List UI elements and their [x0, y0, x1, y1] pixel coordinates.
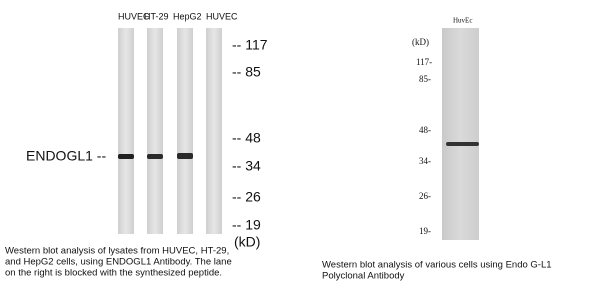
marker-label: 48-	[419, 125, 431, 135]
marker-label: -- 26	[232, 189, 261, 205]
lane-label: HepG2	[173, 11, 202, 21]
protein-label: ENDOGL1 --	[26, 148, 106, 164]
marker-label: 85-	[419, 74, 431, 84]
caption: Western blot analysis of various cells u…	[322, 260, 552, 271]
marker-label: 19-	[419, 226, 431, 236]
marker-label: -- 48	[232, 130, 261, 146]
caption: on the right is blocked with the synthes…	[5, 268, 222, 279]
unit-label: (kD)	[412, 37, 429, 47]
unit-label: (kD)	[234, 234, 260, 250]
figure: HUVEC HT-29 HepG2 HUVEC -- 117 -- 85 -- …	[0, 0, 600, 291]
marker-label: 26-	[419, 191, 431, 201]
lane	[147, 28, 163, 234]
lane	[118, 28, 134, 234]
band	[118, 154, 134, 159]
lane	[206, 28, 222, 234]
band	[446, 142, 479, 146]
marker-label: -- 19	[232, 217, 261, 233]
caption: Western blot analysis of lysates from HU…	[5, 246, 229, 257]
marker-label: 117-	[416, 57, 432, 67]
marker-label: -- 117	[232, 37, 268, 53]
left-blot	[118, 28, 222, 234]
band	[147, 154, 163, 159]
caption: Polyclonal Antibody	[322, 271, 405, 282]
marker-label: 34-	[419, 156, 431, 166]
lane	[442, 28, 479, 240]
marker-label: -- 85	[232, 64, 261, 80]
right-blot	[442, 28, 479, 240]
lane-label: HT-29	[144, 11, 169, 21]
lane-label: HUVEC	[206, 11, 238, 21]
caption: and HepG2 cells, using ENDOGL1 Antibody.…	[5, 257, 232, 268]
lane-label: HuvEc	[453, 17, 472, 25]
lane	[177, 28, 193, 234]
band	[177, 153, 193, 159]
marker-label: -- 34	[232, 158, 261, 174]
